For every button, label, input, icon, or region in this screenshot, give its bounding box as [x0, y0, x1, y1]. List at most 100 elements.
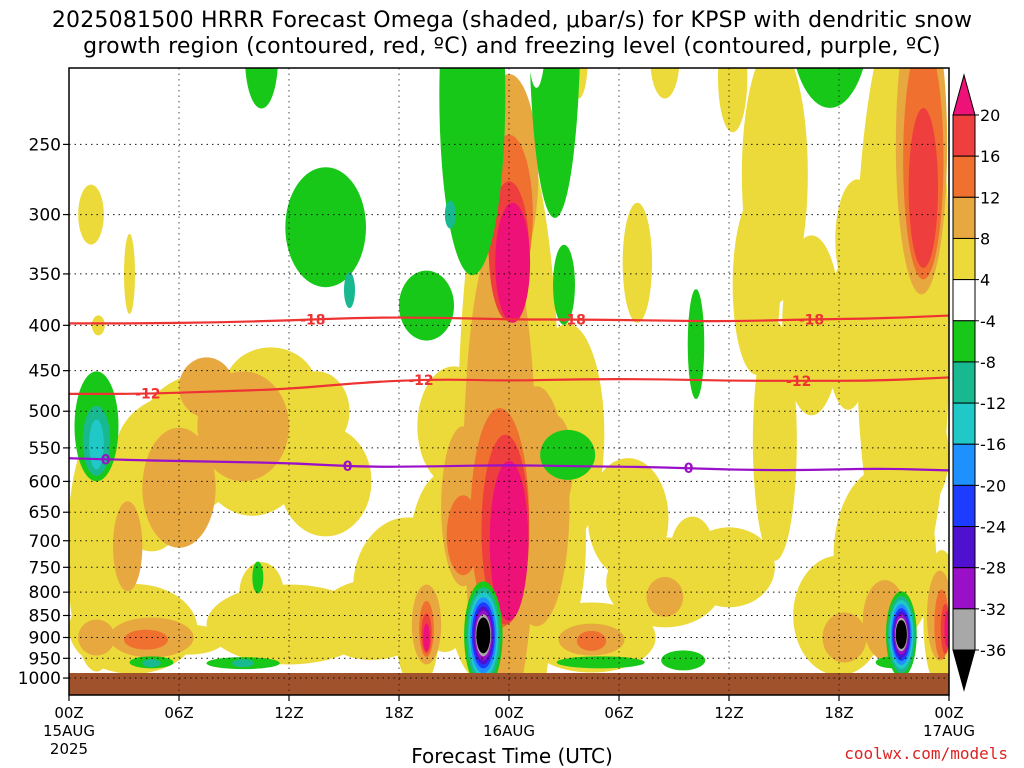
omega-yellow-region: [718, 68, 748, 133]
x-tick-year: 2025: [50, 740, 88, 758]
omega-yellow-region: [91, 315, 105, 336]
credit-text: coolwx.com/models: [844, 744, 1008, 763]
colorbar-bin: [952, 402, 976, 445]
colorbar-bin: [952, 196, 976, 239]
omega-blue-region: [344, 272, 355, 309]
y-tick-label: 850: [29, 606, 61, 626]
omega-green-region: [245, 68, 278, 109]
contour-label: 0: [101, 452, 111, 468]
colorbar-label: -16: [980, 435, 1006, 454]
grid-lines: [68, 68, 950, 695]
omega-green-region: [796, 68, 864, 108]
colorbar-bin: [952, 567, 976, 610]
omega-yellow-region: [732, 194, 781, 375]
omega-yellow-region: [279, 426, 372, 537]
contour-line--12: [69, 376, 949, 396]
y-tick-label: 900: [29, 628, 61, 648]
colorbar-label: -32: [980, 600, 1006, 619]
contour-label: -18: [799, 312, 824, 328]
contour-labels: -18 -18 -18 -12 -12 -12 0 0 0: [101, 312, 824, 477]
omega-blue-region: [89, 419, 104, 470]
omega-ascent-core: [476, 617, 491, 654]
x-tick-label: 12Z: [274, 704, 303, 722]
x-tick-date: 17AUG: [923, 722, 975, 740]
contour-label: -12: [135, 387, 160, 403]
colorbar-bin: [952, 361, 976, 404]
colorbar-label: 16: [980, 147, 1000, 166]
colorbar-label: 8: [980, 229, 990, 248]
omega-red-region: [908, 108, 938, 269]
omega-green-region: [687, 289, 705, 400]
colorbar-label: -36: [980, 641, 1006, 660]
omega-green-region: [252, 561, 264, 594]
colorbar-label: 12: [980, 188, 1000, 207]
y-tick-label: 700: [29, 532, 61, 552]
colorbar-label: 4: [980, 271, 990, 290]
colorbar-bin: [952, 443, 976, 486]
omega-orange-region: [576, 630, 607, 651]
x-axis-title: Forecast Time (UTC): [411, 744, 613, 768]
colorbar-label: -20: [980, 476, 1006, 495]
y-axis-ticks: 2503003504004505005506006507007508008509…: [18, 135, 69, 689]
colorbar-bin: [952, 320, 976, 363]
omega-yellow-region: [622, 202, 652, 323]
colorbar-bin: [952, 237, 976, 281]
contour-label: 0: [684, 461, 694, 477]
y-tick-label: 750: [29, 558, 61, 578]
omega-gold-region: [179, 357, 234, 418]
colorbar-bin: [952, 526, 976, 569]
y-tick-label: 950: [29, 649, 61, 669]
omega-gold-region: [646, 576, 684, 617]
colorbar-label: -28: [980, 559, 1006, 578]
colorbar-bin: [952, 73, 976, 116]
colorbar-bin: [952, 155, 976, 198]
x-tick-label: 00Z: [54, 704, 83, 722]
chart-title-line-2: growth region (contoured, red, ºC) and f…: [83, 34, 941, 59]
y-tick-label: 1000: [18, 669, 61, 689]
omega-green-region: [698, 0, 742, 28]
colorbar-bin: [952, 608, 976, 651]
omega-green-region: [540, 429, 596, 480]
omega-blue-region: [232, 659, 255, 668]
contour-line-0: [69, 457, 949, 472]
omega-green-region: [556, 656, 645, 669]
colorbar-bin: [952, 279, 976, 322]
colorbar-label: -8: [980, 353, 996, 372]
contour-label: -18: [561, 313, 586, 329]
y-tick-label: 550: [29, 439, 61, 459]
omega-green-region: [529, 68, 580, 218]
y-tick-label: 800: [29, 583, 61, 603]
x-tick-label: 00Z: [934, 704, 963, 722]
omega-yellow-region: [449, 0, 478, 8]
omega-green-region: [439, 68, 506, 276]
y-tick-label: 400: [29, 316, 61, 336]
omega-blue-region: [444, 200, 456, 229]
omega-blue-region: [461, 0, 501, 18]
x-tick-date: 15AUG: [43, 722, 95, 740]
x-tick-label: 06Z: [164, 704, 193, 722]
y-tick-label: 450: [29, 362, 61, 382]
contour-label: 0: [343, 459, 353, 475]
omega-magenta-region: [495, 202, 531, 323]
omega-orange-region: [124, 629, 168, 650]
x-tick-date: 16AUG: [483, 722, 535, 740]
temperature-contours: [69, 314, 949, 472]
y-tick-label: 350: [29, 265, 61, 285]
omega-blue-region: [142, 659, 161, 668]
omega-yellow-region: [875, 394, 949, 515]
colorbar-label: -4: [980, 312, 996, 331]
colorbar-bin: [952, 114, 976, 157]
x-tick-label: 18Z: [824, 704, 853, 722]
x-tick-label: 00Z: [494, 704, 523, 722]
omega-green-region: [285, 167, 366, 288]
y-tick-label: 500: [29, 402, 61, 422]
chart-title-line-1: 2025081500 HRRR Forecast Omega (shaded, …: [51, 8, 973, 33]
omega-magenta-region: [944, 610, 949, 647]
x-tick-label: 12Z: [714, 704, 743, 722]
omega-yellow-region: [322, 0, 366, 8]
colorbar-label: -12: [980, 394, 1006, 413]
contour-label: -12: [786, 374, 811, 390]
omega-gold-region: [142, 427, 216, 548]
